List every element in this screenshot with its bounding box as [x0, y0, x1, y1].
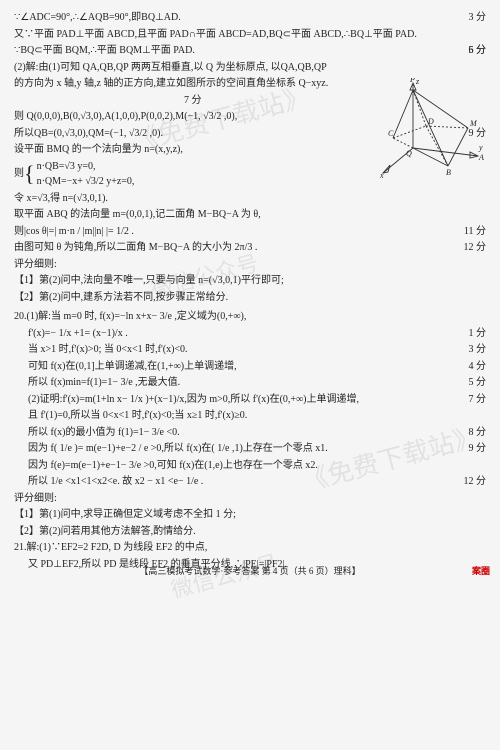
step-line: 设平面 BMQ 的一个法向量为 n=(x,y,z), — [14, 142, 486, 158]
brace-icon: { — [24, 163, 35, 185]
text: 评分细则: — [14, 493, 57, 504]
step-line: 所以 f(x)min=f(1)=1− 3/e ,无最大值. 5 分 — [14, 375, 486, 391]
page-footer: 【高三模拟考试数学·参考答案 第 4 页（共 6 页）理科】 案圈 — [0, 565, 500, 579]
step-line: f'(x)=− 1/x +1= (x−1)/x . 1 分 — [14, 326, 486, 342]
step-text: 由图可知 θ 为钝角,所以二面角 M−BQ−A 的大小为 2π/3 . — [14, 242, 257, 253]
footer-text: 【高三模拟考试数学·参考答案 第 4 页（共 6 页）理科】 — [139, 566, 360, 576]
score: 7 分 — [184, 95, 202, 106]
step-line: 令 x=√3,得 n=(√3,0,1). — [14, 191, 486, 207]
step-line: 因为 f(e)=m(e−1)+e−1− 3/e >0,可知 f(x)在(1,e)… — [14, 458, 486, 474]
step-text: 当 x>1 时,f'(x)>0; 当 0<x<1 时,f'(x)<0. — [28, 344, 188, 355]
step-text: 且 f'(1)=0,所以当 0<x<1 时,f'(x)<0;当 x≥1 时,f'… — [28, 410, 247, 421]
criteria-heading: 评分细则: — [14, 491, 486, 507]
criteria-item: 【1】第(2)问中,法向量不唯一,只要与向量 n=(√3,0,1)平行即可; — [14, 273, 486, 289]
step-line: 则 Q(0,0,0),B(0,√3,0),A(1,0,0),P(0,0,2),M… — [14, 109, 486, 125]
text: 【1】第(1)问中,求导正确但定义域考虑不全扣 1 分; — [14, 509, 236, 520]
score: 5 分 — [469, 375, 487, 391]
score: 11 分 — [464, 224, 486, 240]
step-line: (2)证明:f'(x)=m(1+ln x− 1/x )+(x−1)/x,因为 m… — [14, 392, 486, 408]
step-text: (2)解:由(1)可知 QA,QB,QP 两两互相垂直,以 Q 为坐标原点, 以… — [14, 62, 327, 73]
criteria-item: 【2】第(2)问中,建系方法若不同,按步骤正常给分. — [14, 290, 486, 306]
step-line: 当 x>1 时,f'(x)>0; 当 0<x<1 时,f'(x)<0. 3 分 — [14, 342, 486, 358]
step-line: ∵∠ADC=90°,∴∠AQB=90°,即BQ⊥AD. 3 分 — [14, 10, 486, 26]
text: 20.(1)解:当 m=0 时, f(x)=−ln x+x− 3/e ,定义域为… — [14, 311, 246, 322]
step-line: 则|cos θ|=| m·n / |m||n| |= 1/2 . 11 分 — [14, 224, 486, 240]
eq2: n·QM=−x+ √3/2 y+z=0, — [37, 174, 135, 190]
step-line: 可知 f(x)在(0,1]上单调递减,在(1,+∞)上单调递增, 4 分 — [14, 359, 486, 375]
text: 【2】第(2)问若用其他方法解答,酌情给分. — [14, 526, 196, 537]
step-text: 所以 f(x)的最小值为 f(1)=1− 3/e <0. — [28, 427, 180, 438]
text: 【1】第(2)问中,法向量不唯一,只要与向量 n=(√3,0,1)平行即可; — [14, 275, 284, 286]
step-text: 又∵平面 PAD⊥平面 ABCD,且平面 PAD∩平面 ABCD=AD,BQ⊂平… — [14, 29, 417, 40]
step-line: ∵BQ⊂平面 BQM,∴平面 BQM⊥平面 PAD. 6 分 — [14, 43, 486, 59]
step-line: 所以 f(x)的最小值为 f(1)=1− 3/e <0. 8 分 — [14, 425, 486, 441]
step-text: 取平面 ABQ 的法向量 m=(0,0,1),记二面角 M−BQ−A 为 θ, — [14, 209, 261, 220]
step-line: 的方向为 x 轴,y 轴,z 轴的正方向,建立如图所示的空间直角坐标系 Q−xy… — [14, 76, 486, 92]
step-text: f'(x)=− 1/x +1= (x−1)/x . — [28, 328, 128, 339]
step-text: 可知 f(x)在(0,1]上单调递减,在(1,+∞)上单调递增, — [28, 361, 237, 372]
problem-20: 20.(1)解:当 m=0 时, f(x)=−ln x+x− 3/e ,定义域为… — [14, 309, 486, 325]
step-text: 所以QB=(0,√3,0),QM=(−1, √3/2 ,0). — [14, 128, 163, 139]
step-line: 又∵平面 PAD⊥平面 ABCD,且平面 PAD∩平面 ABCD=AD,BQ⊂平… — [14, 27, 486, 43]
step-text: ∵∠ADC=90°,∴∠AQB=90°,即BQ⊥AD. — [14, 12, 181, 23]
step-text: 因为 f(e)=m(e−1)+e−1− 3/e >0,可知 f(x)在(1,e)… — [28, 460, 318, 471]
score: 9 分 — [469, 126, 487, 142]
step-line: 所以QB=(0,√3,0),QM=(−1, √3/2 ,0). 9 分 — [14, 126, 486, 142]
score: 3 分 — [469, 10, 487, 26]
step-text: 所以 f(x)min=f(1)=1− 3/e ,无最大值. — [28, 377, 180, 388]
step-line: 所以 1/e <x1<1<x2<e. 故 x2 − x1 <e− 1/e . 1… — [14, 474, 486, 490]
step-line: (2)解:由(1)可知 QA,QB,QP 两两互相垂直,以 Q 为坐标原点, 以… — [14, 60, 486, 76]
step-text: (2)证明:f'(x)=m(1+ln x− 1/x )+(x−1)/x,因为 m… — [28, 394, 359, 405]
text: 【2】第(2)问中,建系方法若不同,按步骤正常给分. — [14, 292, 228, 303]
score: 9 分 — [469, 441, 487, 457]
score: 7 分 — [469, 392, 487, 408]
answer-page: P M D C Q A B x y z 《免费下载站》 微信公众号 《免费下载站… — [0, 0, 500, 583]
step-text: ∵BQ⊂平面 BQM,∴平面 BQM⊥平面 PAD. — [14, 45, 195, 56]
step-line: 由图可知 θ 为钝角,所以二面角 M−BQ−A 的大小为 2π/3 . 12 分 — [14, 240, 486, 256]
criteria-item: 【1】第(1)问中,求导正确但定义域考虑不全扣 1 分; — [14, 507, 486, 523]
footer-stamp: 案圈 — [472, 565, 490, 579]
score-line: 7 分 — [14, 93, 486, 109]
text: 评分细则: — [14, 259, 57, 270]
step-text: 因为 f( 1/e )= m(e−1)+e−2 / e >0,所以 f(x)在(… — [28, 443, 328, 454]
criteria-heading: 评分细则: — [14, 257, 486, 273]
score: 6 分 — [469, 43, 487, 59]
score: 4 分 — [469, 359, 487, 375]
eq1: n·QB=√3 y=0, — [37, 159, 135, 175]
step-text: 设平面 BMQ 的一个法向量为 n=(x,y,z), — [14, 144, 183, 155]
score: 12 分 — [464, 240, 487, 256]
step-line: 且 f'(1)=0,所以当 0<x<1 时,f'(x)<0;当 x≥1 时,f'… — [14, 408, 486, 424]
score: 1 分 — [469, 326, 487, 342]
step-line: 因为 f( 1/e )= m(e−1)+e−2 / e >0,所以 f(x)在(… — [14, 441, 486, 457]
step-line: 取平面 ABQ 的法向量 m=(0,0,1),记二面角 M−BQ−A 为 θ, — [14, 207, 486, 223]
text: 则 — [14, 166, 24, 182]
criteria-item: 【2】第(2)问若用其他方法解答,酌情给分. — [14, 524, 486, 540]
score: 8 分 — [469, 425, 487, 441]
step-text: 则|cos θ|=| m·n / |m||n| |= 1/2 . — [14, 226, 134, 237]
step-text: 令 x=√3,得 n=(√3,0,1). — [14, 193, 108, 204]
step-text: 则 Q(0,0,0),B(0,√3,0),A(1,0,0),P(0,0,2),M… — [14, 111, 237, 122]
step-text: 的方向为 x 轴,y 轴,z 轴的正方向,建立如图所示的空间直角坐标系 Q−xy… — [14, 78, 328, 89]
problem-21: 21.解:(1)∵EF2=2 F2D, D 为线段 EF2 的中点, — [14, 540, 486, 556]
text: 21.解:(1)∵EF2=2 F2D, D 为线段 EF2 的中点, — [14, 542, 207, 553]
step-text: 所以 1/e <x1<1<x2<e. 故 x2 − x1 <e− 1/e . — [28, 476, 203, 487]
score: 3 分 — [469, 342, 487, 358]
score: 12 分 — [464, 474, 487, 490]
brace-system: 则 { n·QB=√3 y=0, n·QM=−x+ √3/2 y+z=0, — [14, 159, 486, 190]
